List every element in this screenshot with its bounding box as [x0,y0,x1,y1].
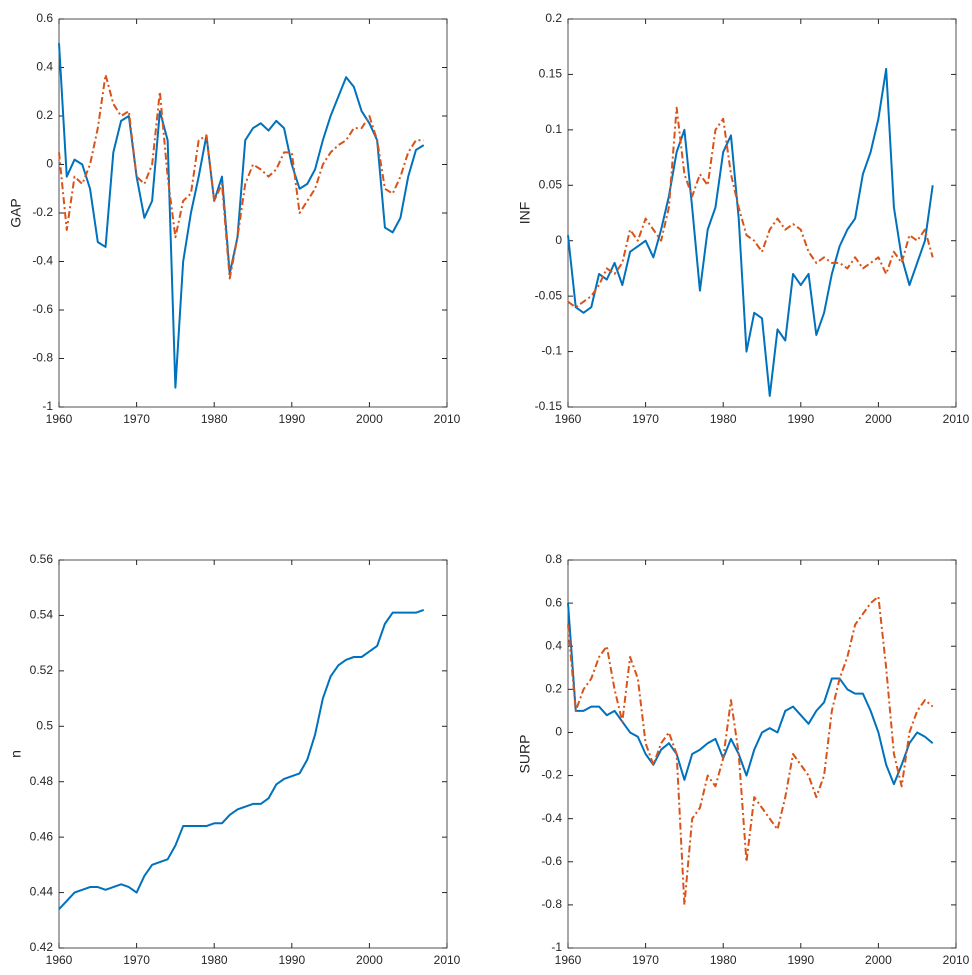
x-tick-label: 1960 [555,953,582,967]
y-tick-label: 0.2 [545,682,562,696]
x-tick-label: 1990 [787,412,814,426]
x-tick-label: 1960 [46,953,73,967]
data-line [58,43,425,389]
axes-box [567,559,957,949]
x-tick-label: 2010 [434,953,461,967]
data-line [58,73,424,280]
y-axis-label: INF [517,202,533,225]
y-tick-label: 0.05 [539,177,563,191]
x-tick-label: 2010 [434,412,461,426]
axes-box [58,18,448,408]
y-tick-label: 0.6 [36,11,53,25]
y-tick-label: -0.05 [535,288,563,302]
y-tick-label: 0.44 [30,885,54,899]
y-tick-label: -1 [42,399,53,413]
y-axis-label: n [8,750,24,758]
y-tick-label: -0.2 [32,205,53,219]
y-tick-label: 0.48 [30,774,54,788]
y-tick-label: 0 [46,157,53,171]
y-tick-label: 0.2 [36,108,53,122]
x-tick-label: 1980 [201,953,228,967]
data-line [567,595,934,906]
y-tick-label: -0.2 [541,768,562,782]
y-tick-label: 0.6 [545,595,562,609]
y-tick-label: 0.4 [36,60,53,74]
y-tick-label: 0 [555,233,562,247]
y-tick-label: 0.52 [30,663,54,677]
x-tick-label: 1990 [278,412,305,426]
y-tick-label: -0.6 [541,854,562,868]
y-tick-label: 0.54 [30,608,54,622]
y-tick-label: 0.8 [545,552,562,566]
data-line [58,608,425,910]
y-tick-label: 0 [555,725,562,739]
y-tick-label: -0.15 [535,399,563,413]
x-tick-label: 1980 [710,412,737,426]
x-tick-label: 1970 [632,412,659,426]
y-tick-label: 0.5 [36,718,53,732]
axes-box [567,18,957,408]
y-tick-label: -1 [551,940,562,954]
data-line [567,603,934,786]
y-tick-label: 0.46 [30,829,54,843]
x-tick-label: 2010 [943,412,970,426]
y-tick-label: -0.8 [541,897,562,911]
x-tick-label: 2000 [356,412,383,426]
y-tick-label: -0.4 [541,811,562,825]
y-axis-label: SURP [517,735,533,774]
x-tick-label: 1990 [278,953,305,967]
x-tick-label: 2000 [865,412,892,426]
y-tick-label: 0.42 [30,940,54,954]
axes-box [58,559,448,949]
y-tick-label: 0.15 [539,67,563,81]
y-tick-label: 0.1 [545,122,562,136]
x-tick-label: 1970 [632,953,659,967]
y-axis-label: GAP [8,198,24,228]
x-tick-label: 1960 [555,412,582,426]
y-tick-label: -0.8 [32,351,53,365]
x-tick-label: 2000 [865,953,892,967]
x-tick-label: 1970 [123,412,150,426]
y-tick-label: 0.2 [545,11,562,25]
y-tick-label: 0.4 [545,638,562,652]
x-tick-label: 1980 [201,412,228,426]
y-tick-label: -0.6 [32,302,53,316]
x-tick-label: 2010 [943,953,970,967]
data-line [567,106,934,309]
y-tick-label: 0.56 [30,552,54,566]
y-tick-label: -0.1 [541,344,562,358]
x-tick-label: 1990 [787,953,814,967]
x-tick-label: 1980 [710,953,737,967]
x-tick-label: 1970 [123,953,150,967]
x-tick-label: 2000 [356,953,383,967]
x-tick-label: 1960 [46,412,73,426]
data-line [567,67,934,397]
y-tick-label: -0.4 [32,254,53,268]
